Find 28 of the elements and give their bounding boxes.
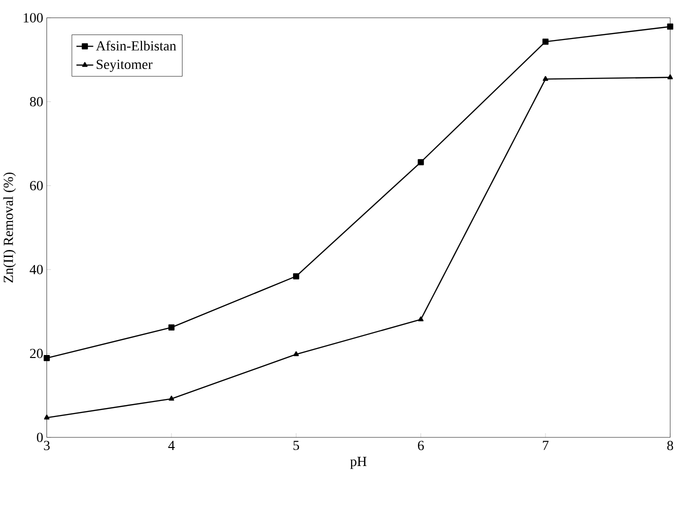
point xyxy=(418,159,424,166)
x-tick-label: 5 xyxy=(293,441,300,450)
point xyxy=(667,74,673,80)
y-tick-label: 40 xyxy=(30,265,43,274)
y-tick-label: 80 xyxy=(30,97,43,107)
point xyxy=(418,316,424,322)
point xyxy=(44,414,50,420)
x-tick-label: 8 xyxy=(667,441,674,450)
point xyxy=(542,76,548,82)
point xyxy=(667,24,674,30)
legend-label: Seyitomer xyxy=(96,60,152,72)
x-tick-label: 7 xyxy=(542,441,549,450)
x-tick-label: 3 xyxy=(44,441,50,450)
point xyxy=(168,396,174,401)
y-tick-label: 100 xyxy=(24,13,43,23)
y-tick-label: 0 xyxy=(36,432,43,442)
x-tick-label: 4 xyxy=(168,441,175,450)
legend-label: Afsin-Elbistan xyxy=(96,40,176,51)
point xyxy=(168,324,175,331)
y-axis-title: Zn(II) Removal (%) xyxy=(3,172,16,283)
point xyxy=(293,273,300,280)
point xyxy=(44,355,50,362)
point xyxy=(542,38,549,45)
y-tick-label: 20 xyxy=(30,348,43,358)
y-tick-label: 60 xyxy=(30,181,43,190)
x-tick-label: 6 xyxy=(418,441,424,450)
point xyxy=(293,351,299,356)
x-axis-title: pH xyxy=(350,457,367,470)
